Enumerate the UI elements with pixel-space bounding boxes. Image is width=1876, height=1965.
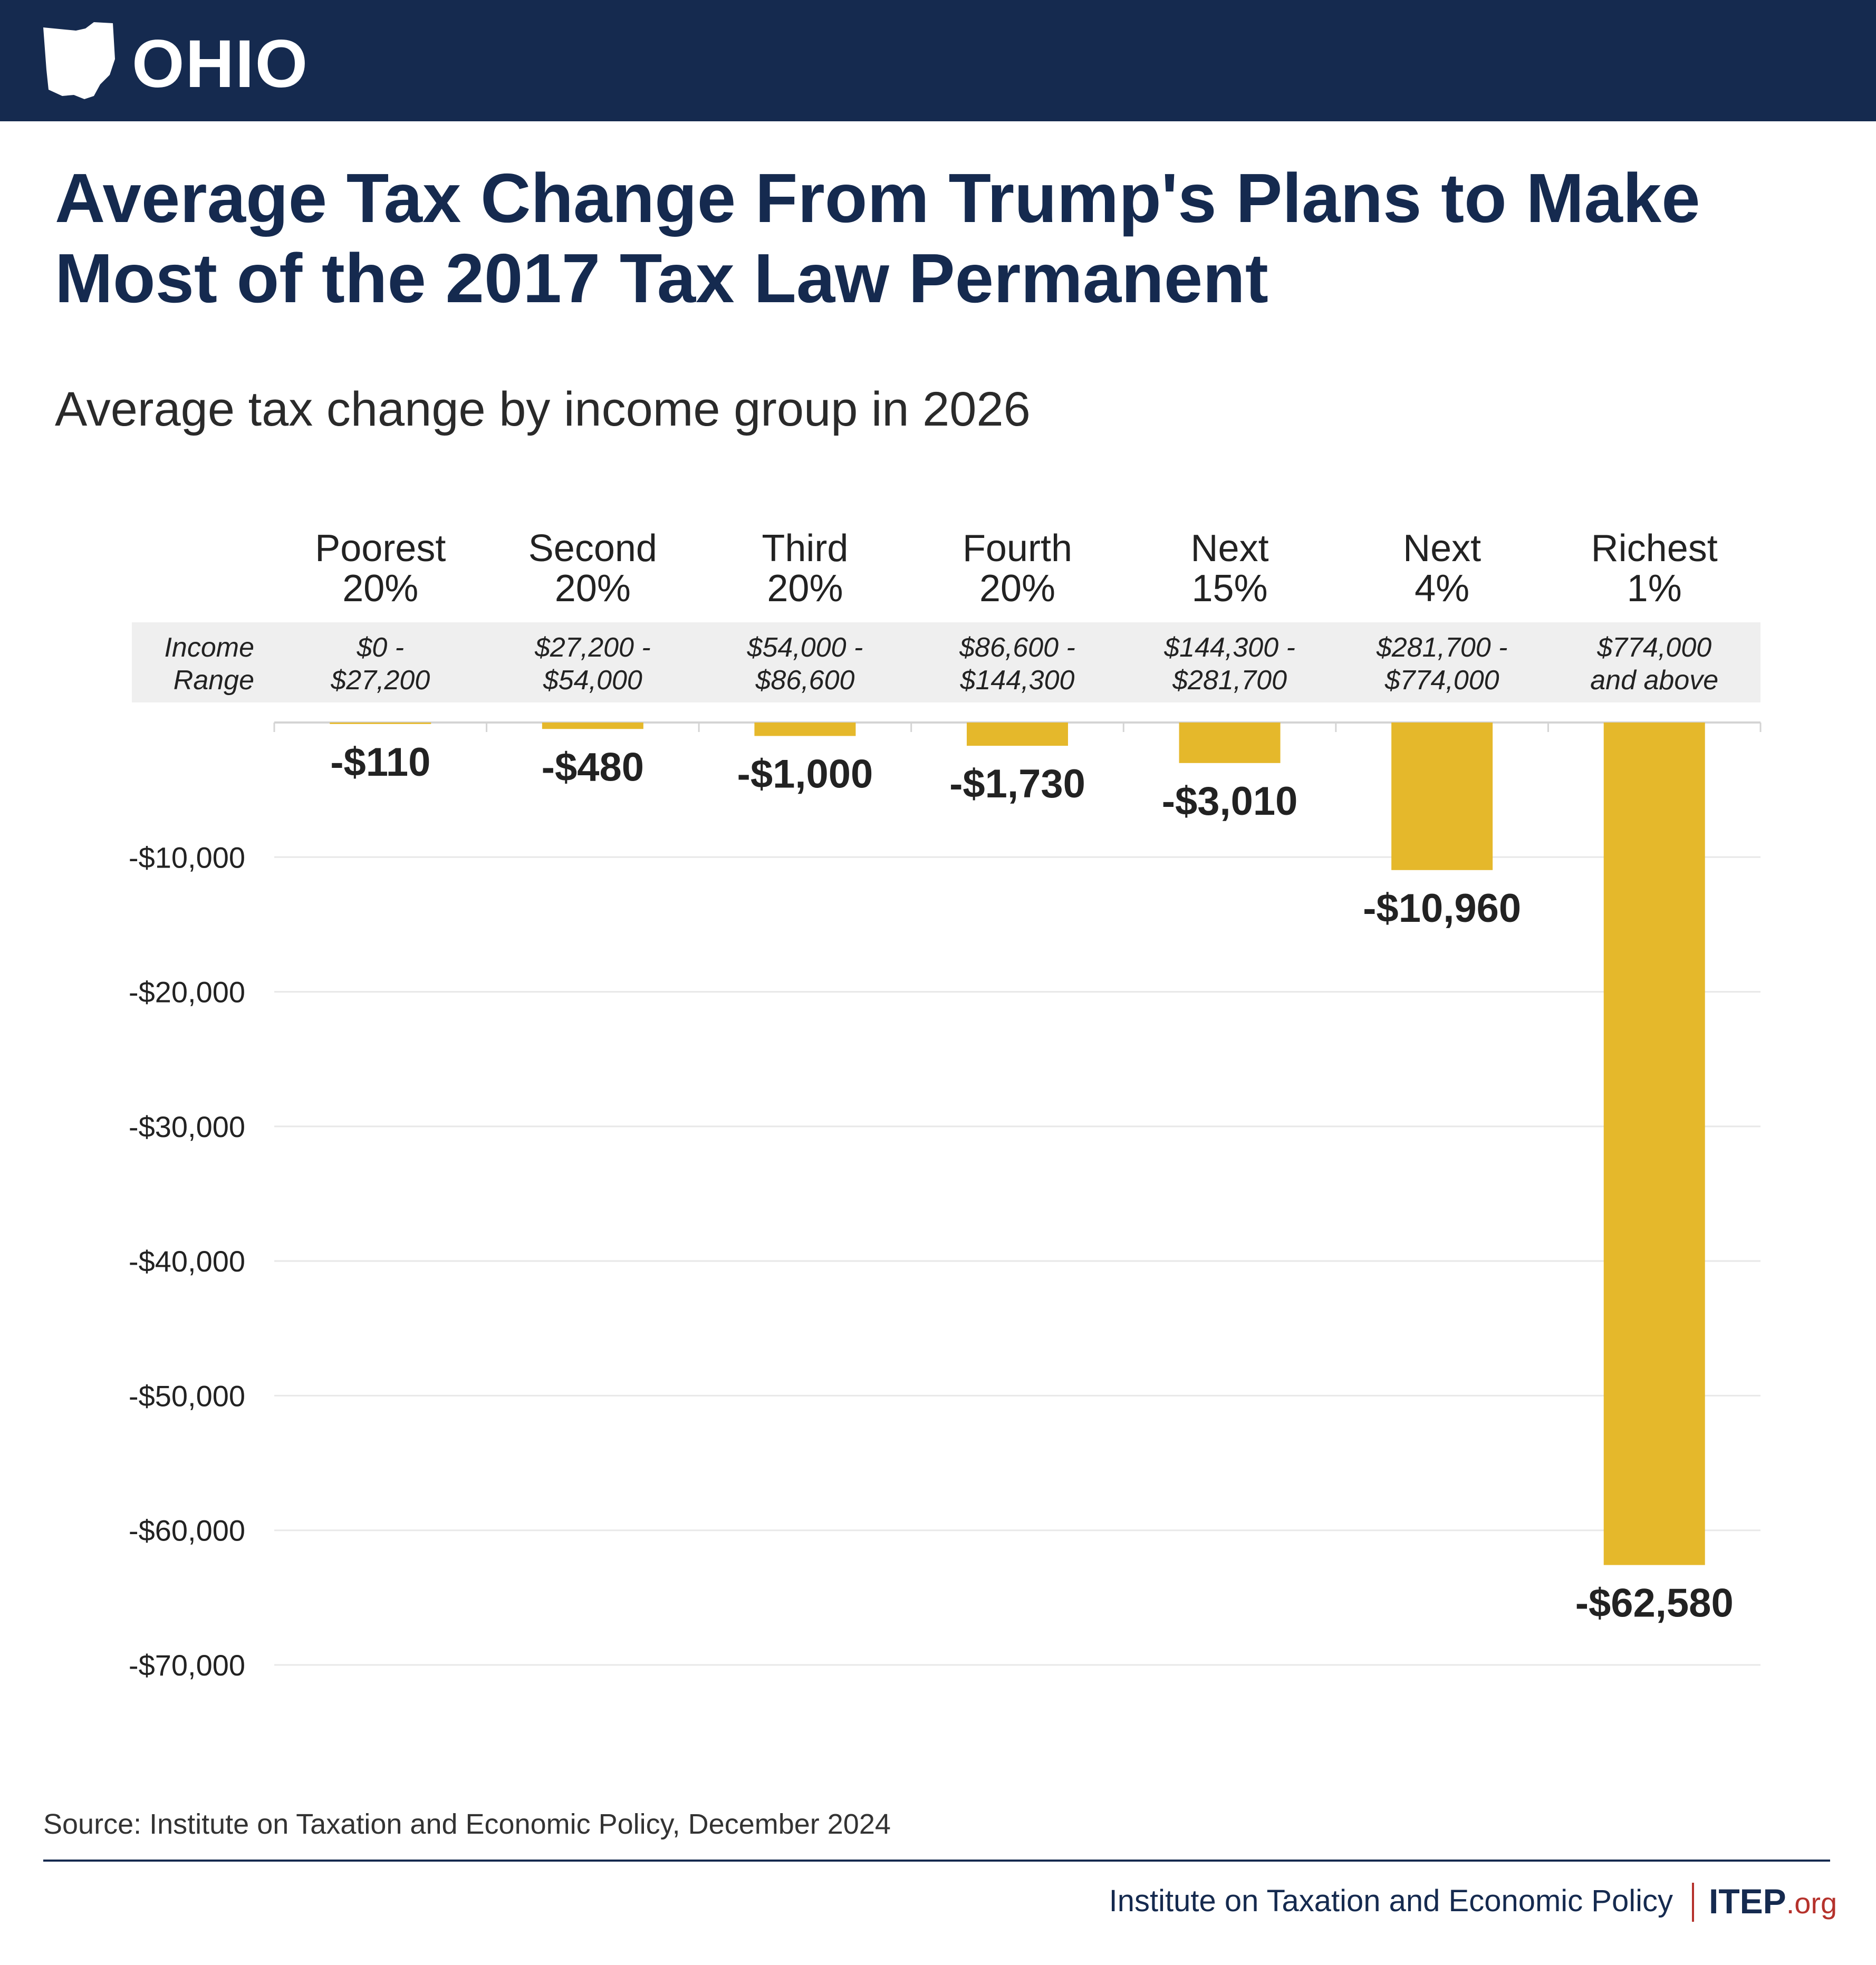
category-label: Fourth [963, 527, 1072, 570]
source-note: Source: Institute on Taxation and Econom… [43, 1808, 891, 1840]
data-label: -$10,960 [1363, 886, 1521, 931]
income-range-label: Range [174, 665, 254, 696]
income-range-value: $144,300 - [1163, 632, 1295, 663]
y-tick-label: -$10,000 [129, 841, 245, 874]
category-label: Poorest [315, 527, 446, 570]
income-range-value: $54,000 - [747, 632, 863, 663]
income-range-value: $281,700 [1172, 665, 1287, 696]
income-range-value: $281,700 - [1376, 632, 1508, 663]
data-label: -$1,730 [949, 762, 1085, 806]
income-range-value: $0 - [356, 632, 404, 663]
income-range-value: $54,000 [543, 665, 642, 696]
state-name: OHIO [132, 26, 309, 102]
y-tick-label: -$20,000 [129, 976, 245, 1009]
category-label: 1% [1627, 567, 1682, 610]
footer-org-name: Institute on Taxation and Economic Polic… [1109, 1884, 1673, 1918]
brand-suffix: .org [1786, 1886, 1837, 1920]
chart-title: Average Tax Change From Trump's Plans to… [55, 159, 1700, 317]
bar [330, 723, 431, 724]
bar [542, 723, 643, 729]
data-label: -$3,010 [1162, 779, 1298, 824]
footer-separator [1692, 1883, 1694, 1922]
y-tick-label: -$30,000 [129, 1110, 245, 1143]
brand-name: ITEP [1709, 1882, 1786, 1921]
bar [967, 723, 1068, 746]
chart-subtitle: Average tax change by income group in 20… [55, 382, 1031, 436]
category-label: 15% [1192, 567, 1268, 610]
category-label: 20% [342, 567, 418, 610]
y-tick-label: -$40,000 [129, 1245, 245, 1278]
category-label: Next [1403, 527, 1481, 570]
footer-divider [43, 1860, 1830, 1862]
y-tick-label: -$50,000 [129, 1379, 245, 1412]
category-label: 20% [767, 567, 843, 610]
income-range-value: $144,300 [960, 665, 1075, 696]
y-tick-label: -$60,000 [129, 1514, 245, 1547]
bar [1391, 723, 1493, 870]
income-range-value: $86,600 - [959, 632, 1075, 663]
data-label: -$1,000 [737, 752, 873, 797]
ohio-outline-icon [43, 22, 115, 99]
data-label: -$110 [330, 740, 430, 785]
y-tick-label: -$70,000 [129, 1649, 245, 1682]
category-label: 20% [979, 567, 1055, 610]
category-label: Second [528, 527, 657, 570]
category-label: 4% [1415, 567, 1469, 610]
category-label: Richest [1591, 527, 1718, 570]
category-label: 20% [555, 567, 631, 610]
income-range-value: $27,200 - [534, 632, 651, 663]
bar [754, 723, 856, 736]
income-range-label: Income [164, 632, 254, 663]
category-label: Third [762, 527, 848, 570]
bar [1179, 723, 1281, 763]
income-range-value: $86,600 [755, 665, 854, 696]
category-label: Next [1191, 527, 1269, 570]
income-range-value: and above [1590, 665, 1718, 696]
header-bar: OHIO [0, 0, 1876, 121]
income-range-value: $774,000 [1596, 632, 1711, 663]
income-range-band [132, 622, 1760, 702]
data-label: -$480 [542, 745, 644, 789]
footer-brand: ITEP.org [1709, 1879, 1837, 1925]
data-label: -$62,580 [1575, 1581, 1734, 1626]
income-range-value: $27,200 [330, 665, 430, 696]
bar [1603, 723, 1705, 1565]
income-range-value: $774,000 [1384, 665, 1499, 696]
